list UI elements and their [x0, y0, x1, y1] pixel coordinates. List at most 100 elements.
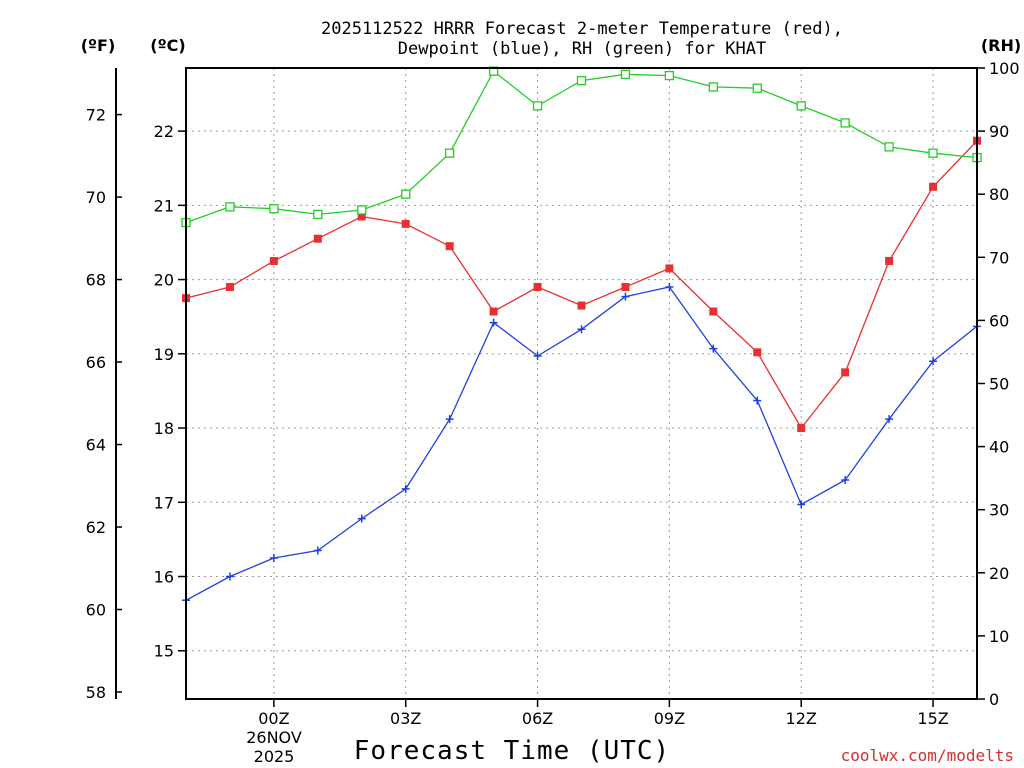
rh-point [840, 118, 850, 128]
fahrenheit-tick-label: 62 [86, 518, 106, 537]
time-tick-label: 12Z [786, 709, 817, 728]
celsius-unit-label: (ºC) [150, 36, 185, 55]
rh-point [576, 75, 587, 86]
dewpoint-point [753, 396, 762, 405]
temperature-point [445, 242, 454, 251]
dewpoint-point [709, 344, 718, 353]
dewpoint-point [313, 546, 322, 555]
dewpoint-point [841, 476, 850, 485]
date-label-year: 2025 [254, 747, 295, 766]
celsius-tick-label: 19 [154, 345, 174, 364]
fahrenheit-tick-label: 58 [86, 683, 106, 702]
rh-line [185, 70, 978, 224]
rh-tick-label: 40 [989, 438, 1009, 457]
rh-tick-label: 80 [989, 185, 1009, 204]
temperature-point [313, 234, 322, 243]
celsius-tick-label: 18 [154, 419, 174, 438]
dewpoint-point [401, 484, 410, 493]
celsius-tick-label: 21 [154, 196, 174, 215]
temperature-point [577, 301, 586, 310]
dewpoint-point [489, 318, 498, 327]
fahrenheit-tick-label: 64 [86, 436, 106, 455]
rh-tick-label: 30 [989, 501, 1009, 520]
rh-tick-label: 50 [989, 375, 1009, 394]
chart-title-line2: Dewpoint (blue), RH (green) for KHAT [398, 39, 766, 59]
rh-point [225, 202, 235, 212]
rh-tick-label: 0 [989, 690, 999, 709]
time-axis: 00Z 03Z 06Z 09Z 12Z 15Z [258, 699, 949, 728]
rh-tick-label: 20 [989, 564, 1009, 583]
fahrenheit-tick-label: 68 [86, 271, 106, 290]
dewpoint-line [185, 286, 978, 601]
rh-tick-label: 60 [989, 311, 1009, 330]
rh-unit-label: (RH) [981, 36, 1021, 55]
rh-point [884, 142, 894, 152]
x-axis-label: Forecast Time (UTC) [354, 736, 670, 766]
rh-point [269, 204, 279, 214]
dewpoint-point [885, 415, 894, 424]
dewpoint-point [621, 292, 630, 301]
time-tick-label: 03Z [390, 709, 421, 728]
temperature-point [225, 282, 234, 291]
plot-series [181, 66, 982, 605]
temperature-point [885, 257, 894, 266]
rh-point [532, 101, 543, 111]
dewpoint-point [797, 500, 806, 509]
temperature-point [753, 348, 762, 357]
celsius-tick-label: 22 [154, 122, 174, 141]
rh-point [796, 101, 806, 111]
dewpoint-point [445, 415, 454, 424]
date-label-day: 26NOV [246, 728, 302, 747]
rh-point [708, 82, 718, 92]
rh-point [620, 69, 631, 79]
fahrenheit-axis: 58 60 62 64 66 68 70 72 [86, 106, 122, 702]
dewpoint-point [577, 325, 586, 334]
celsius-axis: 15 16 17 18 19 20 21 22 [154, 122, 186, 661]
temperature-point [929, 182, 938, 191]
fahrenheit-unit-label: (ºF) [81, 36, 116, 55]
temperature-point [357, 212, 366, 221]
time-tick-label: 09Z [654, 709, 685, 728]
dewpoint-point [929, 357, 938, 366]
temperature-point [709, 307, 718, 316]
dewpoint-point [533, 352, 542, 361]
rh-tick-label: 90 [989, 122, 1009, 141]
time-tick-label: 15Z [917, 709, 948, 728]
rh-point [313, 209, 323, 220]
fahrenheit-tick-label: 72 [86, 106, 106, 125]
rh-point [357, 205, 367, 215]
fahrenheit-tick-label: 66 [86, 353, 106, 372]
rh-tick-label: 10 [989, 627, 1009, 646]
fahrenheit-tick-label: 60 [86, 601, 106, 620]
rh-point [445, 148, 455, 158]
time-tick-label: 06Z [522, 709, 553, 728]
rh-point [752, 83, 762, 93]
rh-point [664, 70, 675, 81]
celsius-tick-label: 15 [154, 642, 174, 661]
celsius-tick-label: 17 [154, 493, 174, 512]
temperature-point [841, 368, 850, 377]
fahrenheit-tick-label: 70 [86, 188, 106, 207]
rh-point [401, 189, 411, 199]
dewpoint-point [225, 572, 234, 581]
plot-frame [185, 67, 978, 700]
temperature-point [533, 282, 542, 291]
temperature-point [269, 257, 278, 266]
temperature-point [401, 219, 410, 228]
grid-lines [186, 68, 977, 699]
rh-axis: 0 10 20 30 40 50 60 70 80 90 100 [977, 59, 1020, 709]
temperature-point [665, 264, 674, 273]
temperature-point [797, 424, 806, 433]
chart-title: 2025112522 HRRR Forecast 2-meter Tempera… [321, 19, 843, 39]
celsius-tick-label: 20 [154, 271, 174, 290]
rh-tick-label: 70 [989, 248, 1009, 267]
rh-point [928, 148, 938, 158]
time-tick-label: 00Z [258, 709, 289, 728]
temperature-point [489, 307, 498, 316]
credit-text: coolwx.com/modelts [841, 746, 1014, 765]
temperature-point [621, 282, 630, 291]
dewpoint-point [357, 514, 366, 523]
rh-tick-label: 100 [989, 59, 1020, 78]
celsius-tick-label: 16 [154, 568, 174, 587]
